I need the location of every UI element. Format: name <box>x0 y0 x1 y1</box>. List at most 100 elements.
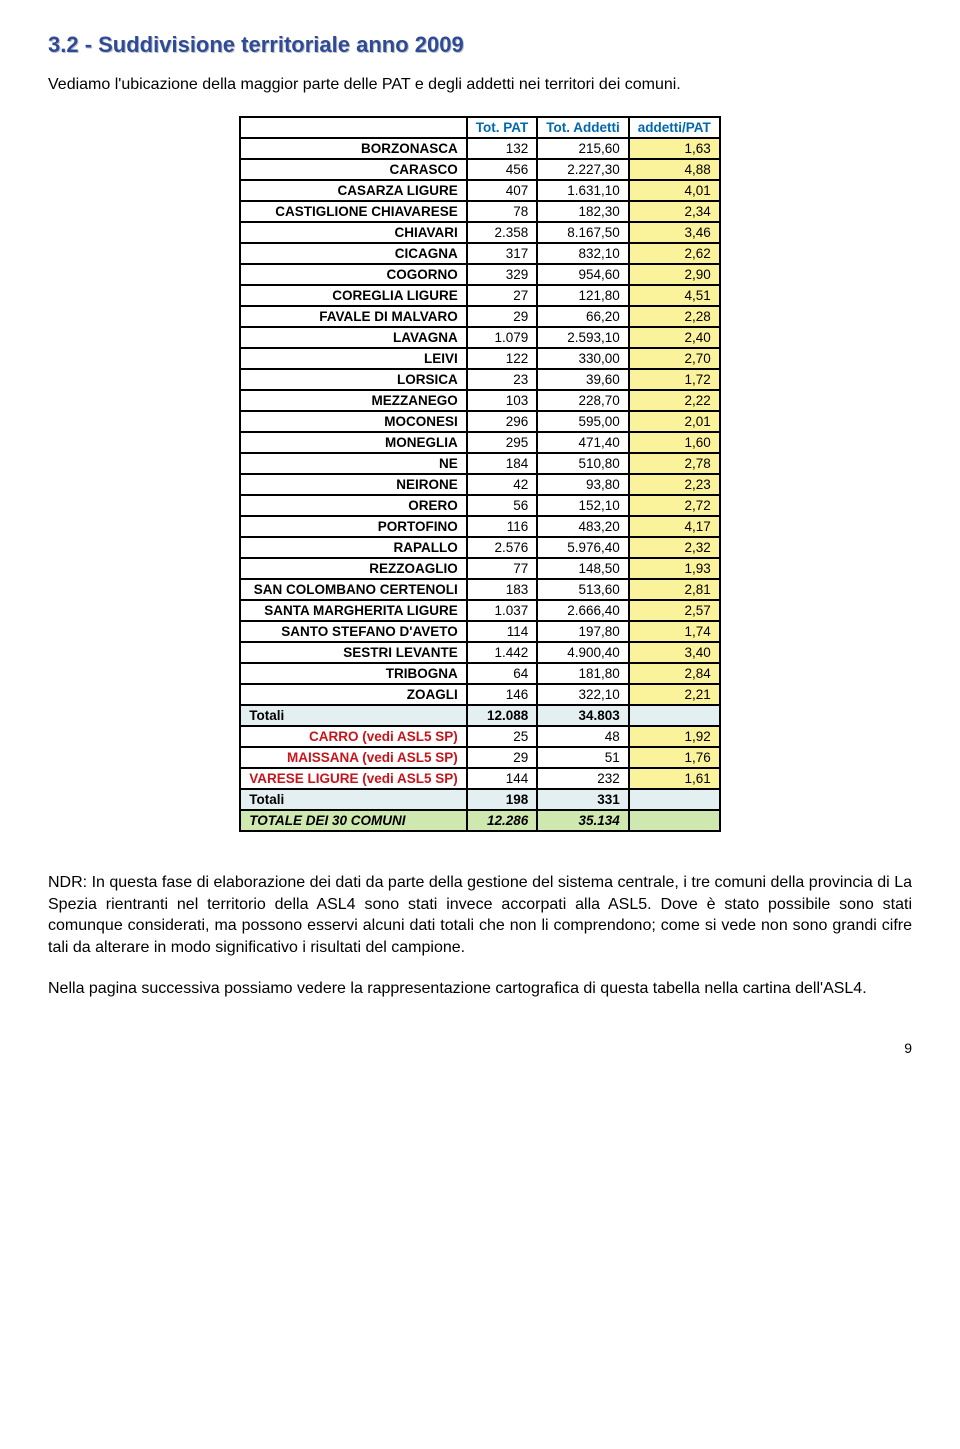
ndr-paragraph: NDR: In questa fase di elaborazione dei … <box>48 872 912 958</box>
cell-name: SAN COLOMBANO CERTENOLI <box>240 579 467 600</box>
cell-name: CASARZA LIGURE <box>240 180 467 201</box>
table-row: CICAGNA 317 832,10 2,62 <box>240 243 720 264</box>
cell-ratio: 1,74 <box>629 621 720 642</box>
cell-addetti: 34.803 <box>537 705 628 726</box>
table-row: ORERO 56 152,10 2,72 <box>240 495 720 516</box>
cell-pat: 29 <box>467 306 537 327</box>
cell-addetti: 1.631,10 <box>537 180 628 201</box>
cell-ratio <box>629 789 720 810</box>
cell-name: MONEGLIA <box>240 432 467 453</box>
cell-pat: 29 <box>467 747 537 768</box>
cell-pat: 114 <box>467 621 537 642</box>
cell-addetti: 4.900,40 <box>537 642 628 663</box>
table-row: MAISSANA (vedi ASL5 SP) 29 51 1,76 <box>240 747 720 768</box>
cell-name: SANTO STEFANO D'AVETO <box>240 621 467 642</box>
cell-ratio: 2,90 <box>629 264 720 285</box>
table-row: LAVAGNA 1.079 2.593,10 2,40 <box>240 327 720 348</box>
cell-ratio: 4,51 <box>629 285 720 306</box>
cell-name: Totali <box>240 789 467 810</box>
table-row: RAPALLO 2.576 5.976,40 2,32 <box>240 537 720 558</box>
cell-pat: 296 <box>467 411 537 432</box>
table-row: SANTA MARGHERITA LIGURE 1.037 2.666,40 2… <box>240 600 720 621</box>
cell-name: CHIAVARI <box>240 222 467 243</box>
cell-name: PORTOFINO <box>240 516 467 537</box>
cell-pat: 2.358 <box>467 222 537 243</box>
cell-addetti: 8.167,50 <box>537 222 628 243</box>
cell-pat: 317 <box>467 243 537 264</box>
cell-name: REZZOAGLIO <box>240 558 467 579</box>
table-row: ZOAGLI 146 322,10 2,21 <box>240 684 720 705</box>
cell-ratio: 1,72 <box>629 369 720 390</box>
table-row: BORZONASCA 132 215,60 1,63 <box>240 138 720 159</box>
cell-name: MOCONESI <box>240 411 467 432</box>
cell-addetti: 483,20 <box>537 516 628 537</box>
cell-name: MAISSANA (vedi ASL5 SP) <box>240 747 467 768</box>
cell-pat: 1.442 <box>467 642 537 663</box>
cell-addetti: 152,10 <box>537 495 628 516</box>
cell-addetti: 197,80 <box>537 621 628 642</box>
cell-pat: 198 <box>467 789 537 810</box>
cell-ratio: 1,92 <box>629 726 720 747</box>
col-addetti: Tot. Addetti <box>537 117 628 138</box>
cell-name: BORZONASCA <box>240 138 467 159</box>
cell-pat: 144 <box>467 768 537 789</box>
cell-addetti: 513,60 <box>537 579 628 600</box>
section-heading: 3.2 - Suddivisione territoriale anno 200… <box>48 32 912 58</box>
cell-name: CARASCO <box>240 159 467 180</box>
cell-ratio: 4,17 <box>629 516 720 537</box>
cell-ratio: 2,34 <box>629 201 720 222</box>
cell-pat: 78 <box>467 201 537 222</box>
totals-row: Totali 198 331 <box>240 789 720 810</box>
cell-addetti: 182,30 <box>537 201 628 222</box>
cell-pat: 64 <box>467 663 537 684</box>
table-row: REZZOAGLIO 77 148,50 1,93 <box>240 558 720 579</box>
table-row: VARESE LIGURE (vedi ASL5 SP) 144 232 1,6… <box>240 768 720 789</box>
table-row: CARASCO 456 2.227,30 4,88 <box>240 159 720 180</box>
cell-pat: 1.079 <box>467 327 537 348</box>
cell-ratio: 1,60 <box>629 432 720 453</box>
cell-ratio: 2,28 <box>629 306 720 327</box>
totals-row: TOTALE DEI 30 COMUNI 12.286 35.134 <box>240 810 720 831</box>
cell-ratio: 1,63 <box>629 138 720 159</box>
cell-pat: 2.576 <box>467 537 537 558</box>
cell-addetti: 181,80 <box>537 663 628 684</box>
cell-addetti: 35.134 <box>537 810 628 831</box>
cell-name: FAVALE DI MALVARO <box>240 306 467 327</box>
table-row: NEIRONE 42 93,80 2,23 <box>240 474 720 495</box>
cell-pat: 1.037 <box>467 600 537 621</box>
table-row: NE 184 510,80 2,78 <box>240 453 720 474</box>
cell-pat: 12.286 <box>467 810 537 831</box>
cell-addetti: 48 <box>537 726 628 747</box>
cell-addetti: 228,70 <box>537 390 628 411</box>
cell-ratio: 2,01 <box>629 411 720 432</box>
table-row: SESTRI LEVANTE 1.442 4.900,40 3,40 <box>240 642 720 663</box>
cell-ratio: 2,23 <box>629 474 720 495</box>
cell-addetti: 215,60 <box>537 138 628 159</box>
cell-name: ZOAGLI <box>240 684 467 705</box>
cell-name: Totali <box>240 705 467 726</box>
cell-ratio: 1,76 <box>629 747 720 768</box>
cell-pat: 103 <box>467 390 537 411</box>
cell-ratio: 3,40 <box>629 642 720 663</box>
cell-pat: 295 <box>467 432 537 453</box>
table-row: FAVALE DI MALVARO 29 66,20 2,28 <box>240 306 720 327</box>
cell-addetti: 2.227,30 <box>537 159 628 180</box>
cell-pat: 122 <box>467 348 537 369</box>
next-paragraph: Nella pagina successiva possiamo vedere … <box>48 978 912 1000</box>
table-row: MONEGLIA 295 471,40 1,60 <box>240 432 720 453</box>
cell-pat: 27 <box>467 285 537 306</box>
table-row: TRIBOGNA 64 181,80 2,84 <box>240 663 720 684</box>
table-row: CHIAVARI 2.358 8.167,50 3,46 <box>240 222 720 243</box>
table-body: BORZONASCA 132 215,60 1,63 CARASCO 456 2… <box>240 138 720 831</box>
cell-addetti: 322,10 <box>537 684 628 705</box>
cell-name: ORERO <box>240 495 467 516</box>
data-table: Tot. PAT Tot. Addetti addetti/PAT BORZON… <box>239 116 721 832</box>
intro-text: Vediamo l'ubicazione della maggior parte… <box>48 76 912 94</box>
table-row: SANTO STEFANO D'AVETO 114 197,80 1,74 <box>240 621 720 642</box>
cell-name: CASTIGLIONE CHIAVARESE <box>240 201 467 222</box>
cell-ratio: 1,61 <box>629 768 720 789</box>
table-row: CASARZA LIGURE 407 1.631,10 4,01 <box>240 180 720 201</box>
cell-pat: 56 <box>467 495 537 516</box>
cell-name: NE <box>240 453 467 474</box>
cell-addetti: 2.593,10 <box>537 327 628 348</box>
